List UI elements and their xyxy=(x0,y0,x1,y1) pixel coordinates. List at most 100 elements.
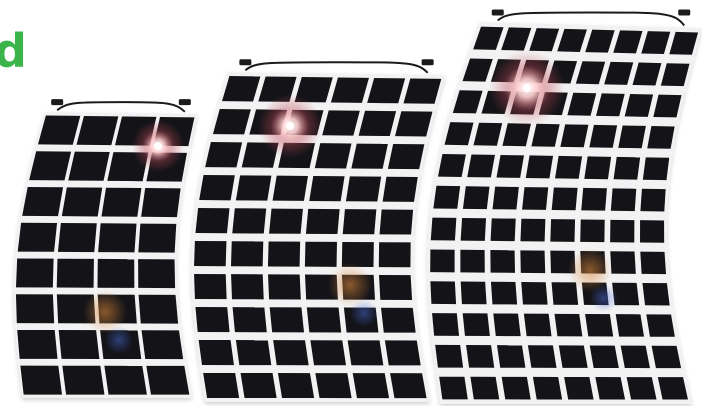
busbar-dot xyxy=(525,148,530,154)
busbar-dot xyxy=(134,289,139,294)
solar-cell xyxy=(532,376,563,400)
solar-cell xyxy=(595,377,626,400)
solar-cell xyxy=(240,373,277,399)
solar-cell xyxy=(640,188,666,212)
busbar-dot xyxy=(466,51,472,57)
solar-cell xyxy=(610,219,635,243)
busbar-dot xyxy=(263,268,268,273)
solar-cell xyxy=(62,365,105,395)
solar-cell xyxy=(61,187,103,217)
busbar-dot xyxy=(24,181,29,186)
solar-cell xyxy=(272,175,309,201)
solar-cell xyxy=(452,90,483,114)
solar-cell xyxy=(467,154,495,178)
busbar-dot xyxy=(193,333,198,339)
solar-cell xyxy=(347,340,384,366)
solar-cell xyxy=(529,28,560,52)
busbar-dot xyxy=(583,338,589,344)
solar-cell xyxy=(555,155,583,179)
busbar-dot xyxy=(487,211,492,216)
busbar-dot xyxy=(361,104,366,110)
busbar-dot xyxy=(620,370,625,375)
busbar-dot xyxy=(413,203,419,208)
busbar-dot xyxy=(664,245,670,250)
connector xyxy=(178,99,191,106)
busbar-dot xyxy=(347,367,352,372)
busbar-dot xyxy=(433,369,438,375)
solar-cell xyxy=(195,306,230,333)
solar-cell xyxy=(267,241,301,267)
solar-cell xyxy=(367,77,406,104)
solar-cell xyxy=(585,313,614,337)
solar-cell xyxy=(502,123,531,147)
busbar-dot xyxy=(626,87,631,92)
busbar-dot xyxy=(460,338,465,343)
solar-cell xyxy=(315,373,352,399)
small-solar-panel xyxy=(11,99,197,398)
busbar-dot xyxy=(301,301,306,306)
busbar-dot xyxy=(461,179,466,184)
solar-cell xyxy=(101,187,142,217)
busbar-dot xyxy=(180,182,186,188)
busbar-dot xyxy=(676,339,681,344)
solar-cell xyxy=(269,208,303,234)
solar-cell xyxy=(581,187,607,211)
busbar-dot xyxy=(549,180,554,186)
solar-cell xyxy=(17,222,58,252)
busbar-dot xyxy=(635,244,640,250)
lens-flare xyxy=(328,263,372,307)
busbar-dot xyxy=(427,210,433,216)
busbar-dot xyxy=(607,55,612,60)
solar-cell xyxy=(352,373,390,399)
solar-cell xyxy=(138,259,176,289)
solar-cell xyxy=(68,151,110,181)
solar-cell xyxy=(624,94,654,117)
busbar-dot xyxy=(272,169,278,174)
busbar-dot xyxy=(99,360,105,365)
busbar-dot xyxy=(569,85,575,91)
busbar-dot xyxy=(141,182,147,187)
busbar-dot xyxy=(15,360,21,365)
solar-cell xyxy=(626,377,657,400)
panel-backing xyxy=(427,22,702,404)
busbar-dot xyxy=(641,150,646,156)
sun-glare-core xyxy=(286,122,294,130)
solar-cell xyxy=(493,313,521,337)
busbar-dot xyxy=(374,268,379,274)
connector xyxy=(421,59,434,66)
solar-cell xyxy=(642,282,670,306)
solar-cell xyxy=(496,154,525,178)
busbar-dot xyxy=(605,213,610,218)
busbar-dot xyxy=(589,370,594,375)
lens-flare xyxy=(83,290,127,334)
solar-cell xyxy=(395,111,433,137)
busbar-dot xyxy=(518,306,523,312)
busbar-dot xyxy=(526,370,532,375)
busbar-dot xyxy=(647,119,652,124)
solar-cell xyxy=(345,176,382,202)
solar-cell xyxy=(304,241,337,267)
busbar-dot xyxy=(411,236,416,241)
solar-cell xyxy=(657,377,688,400)
solar-cell xyxy=(269,307,305,333)
solar-cell xyxy=(387,143,425,170)
solar-cell xyxy=(194,240,227,267)
solar-cell xyxy=(235,340,272,366)
busbar-dot xyxy=(457,211,462,216)
solar-cell xyxy=(610,251,636,274)
busbar-dot xyxy=(484,84,489,89)
busbar-dot xyxy=(352,137,358,142)
solar-cell xyxy=(501,27,532,51)
busbar-dot xyxy=(645,339,650,344)
busbar-dot xyxy=(187,147,192,152)
busbar-dot xyxy=(433,105,439,110)
busbar-dot xyxy=(190,234,195,240)
solar-cell xyxy=(330,77,369,103)
solar-cell xyxy=(358,110,397,137)
busbar-dot xyxy=(337,235,343,241)
busbar-dot xyxy=(189,267,194,273)
solar-cell xyxy=(596,93,625,117)
busbar-dot xyxy=(17,217,22,222)
busbar-dot xyxy=(243,136,248,141)
